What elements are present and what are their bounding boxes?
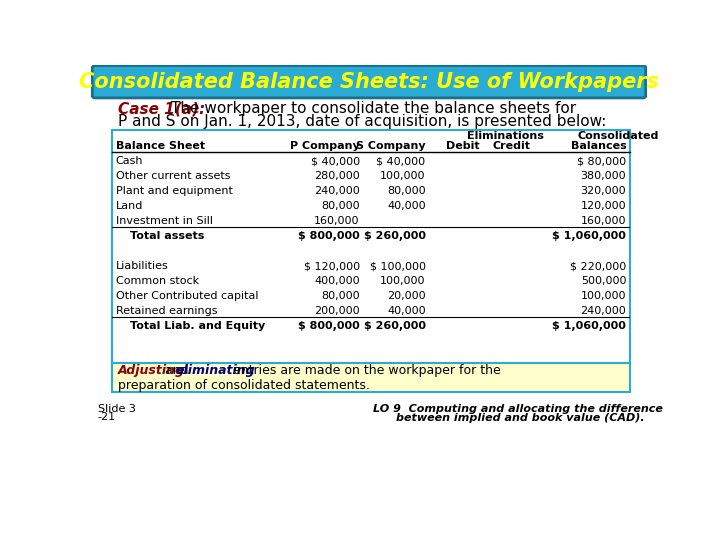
Text: $ 40,000: $ 40,000 bbox=[377, 156, 426, 166]
Text: Other current assets: Other current assets bbox=[116, 171, 230, 181]
Text: Consolidated Balance Sheets: Use of Workpapers: Consolidated Balance Sheets: Use of Work… bbox=[79, 72, 659, 92]
Text: 200,000: 200,000 bbox=[314, 306, 360, 316]
Text: $ 120,000: $ 120,000 bbox=[304, 261, 360, 271]
Text: Balances: Balances bbox=[570, 140, 626, 151]
Text: Slide 3: Slide 3 bbox=[98, 403, 135, 414]
Text: 320,000: 320,000 bbox=[580, 186, 626, 196]
Text: Land: Land bbox=[116, 201, 143, 211]
Text: $ 800,000: $ 800,000 bbox=[298, 321, 360, 331]
Text: LO 9  Computing and allocating the difference: LO 9 Computing and allocating the differ… bbox=[373, 403, 662, 414]
Text: 280,000: 280,000 bbox=[314, 171, 360, 181]
Text: eliminating: eliminating bbox=[176, 364, 256, 377]
Text: 40,000: 40,000 bbox=[387, 201, 426, 211]
Text: preparation of consolidated statements.: preparation of consolidated statements. bbox=[118, 379, 370, 392]
Text: 120,000: 120,000 bbox=[580, 201, 626, 211]
Text: $ 1,060,000: $ 1,060,000 bbox=[552, 231, 626, 241]
Text: 80,000: 80,000 bbox=[387, 186, 426, 196]
Text: entries are made on the workpaper for the: entries are made on the workpaper for th… bbox=[229, 364, 500, 377]
Text: Liabilities: Liabilities bbox=[116, 261, 168, 271]
Text: between implied and book value (CAD).: between implied and book value (CAD). bbox=[396, 413, 644, 423]
Text: and: and bbox=[161, 364, 192, 377]
Text: $ 1,060,000: $ 1,060,000 bbox=[552, 321, 626, 331]
Text: P and S on Jan. 1, 2013, date of acquisition, is presented below:: P and S on Jan. 1, 2013, date of acquisi… bbox=[118, 113, 606, 129]
Text: 160,000: 160,000 bbox=[581, 216, 626, 226]
Text: Adjusting: Adjusting bbox=[118, 364, 185, 377]
Text: 80,000: 80,000 bbox=[321, 201, 360, 211]
Text: Investment in Sill: Investment in Sill bbox=[116, 216, 212, 226]
Text: Plant and equipment: Plant and equipment bbox=[116, 186, 233, 196]
Text: Consolidated: Consolidated bbox=[578, 131, 660, 141]
Text: 380,000: 380,000 bbox=[580, 171, 626, 181]
Text: Total assets: Total assets bbox=[130, 231, 204, 241]
Text: 100,000: 100,000 bbox=[380, 276, 426, 286]
Text: 160,000: 160,000 bbox=[314, 216, 360, 226]
Text: $ 80,000: $ 80,000 bbox=[577, 156, 626, 166]
Text: $ 40,000: $ 40,000 bbox=[310, 156, 360, 166]
Text: Balance Sheet: Balance Sheet bbox=[116, 140, 204, 151]
Text: Cash: Cash bbox=[116, 156, 143, 166]
Text: $ 800,000: $ 800,000 bbox=[298, 231, 360, 241]
Text: Retained earnings: Retained earnings bbox=[116, 306, 217, 316]
Text: 80,000: 80,000 bbox=[321, 291, 360, 301]
Text: Eliminations: Eliminations bbox=[467, 131, 544, 141]
Text: Common stock: Common stock bbox=[116, 276, 199, 286]
Text: 240,000: 240,000 bbox=[580, 306, 626, 316]
Text: 20,000: 20,000 bbox=[387, 291, 426, 301]
Bar bbox=[112, 363, 630, 392]
Text: Total Liab. and Equity: Total Liab. and Equity bbox=[130, 321, 265, 331]
Text: 400,000: 400,000 bbox=[314, 276, 360, 286]
Text: $ 260,000: $ 260,000 bbox=[364, 231, 426, 241]
Text: Case 1(a):: Case 1(a): bbox=[118, 101, 205, 116]
Text: P Company: P Company bbox=[290, 140, 360, 151]
Text: 500,000: 500,000 bbox=[581, 276, 626, 286]
Bar bbox=[112, 130, 630, 367]
Text: 240,000: 240,000 bbox=[314, 186, 360, 196]
Text: S Company: S Company bbox=[356, 140, 426, 151]
Text: $ 220,000: $ 220,000 bbox=[570, 261, 626, 271]
Text: The workpaper to consolidate the balance sheets for: The workpaper to consolidate the balance… bbox=[171, 101, 576, 116]
Text: 100,000: 100,000 bbox=[380, 171, 426, 181]
Text: 40,000: 40,000 bbox=[387, 306, 426, 316]
Text: $ 100,000: $ 100,000 bbox=[369, 261, 426, 271]
Text: Credit: Credit bbox=[492, 140, 530, 151]
Text: Debit: Debit bbox=[446, 140, 480, 151]
FancyBboxPatch shape bbox=[92, 65, 646, 98]
Text: 100,000: 100,000 bbox=[581, 291, 626, 301]
Text: $ 260,000: $ 260,000 bbox=[364, 321, 426, 331]
Text: -21: -21 bbox=[98, 412, 116, 422]
Text: Other Contributed capital: Other Contributed capital bbox=[116, 291, 258, 301]
